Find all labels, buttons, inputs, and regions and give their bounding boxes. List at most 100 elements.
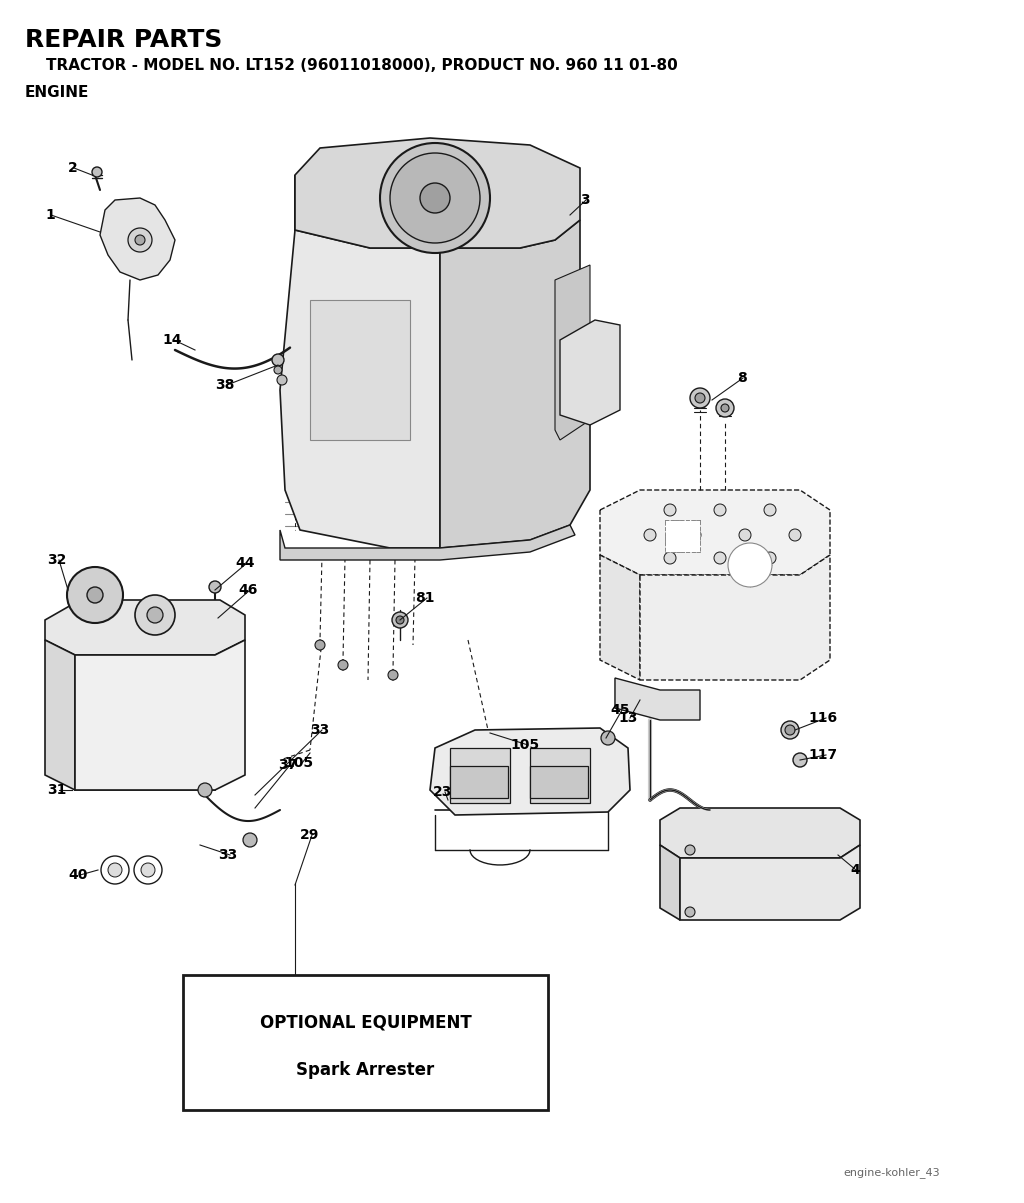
Circle shape (785, 725, 795, 735)
Text: 40: 40 (68, 869, 87, 882)
Circle shape (781, 721, 799, 739)
Text: ENGINE: ENGINE (25, 85, 89, 100)
Circle shape (108, 863, 122, 877)
Circle shape (209, 581, 221, 593)
Bar (310, 300, 410, 440)
Circle shape (420, 183, 450, 213)
Text: 1: 1 (45, 208, 54, 223)
Circle shape (274, 366, 282, 374)
Text: 23: 23 (433, 786, 453, 799)
Text: 33: 33 (310, 723, 330, 737)
Polygon shape (280, 174, 440, 549)
Polygon shape (660, 808, 860, 858)
Circle shape (685, 907, 695, 917)
Circle shape (690, 389, 710, 408)
Text: 44: 44 (234, 556, 255, 570)
Polygon shape (430, 728, 630, 814)
Circle shape (147, 608, 163, 623)
Text: 105: 105 (284, 755, 313, 770)
Bar (450, 748, 510, 802)
Text: 37: 37 (278, 758, 297, 772)
Polygon shape (680, 845, 860, 920)
Polygon shape (600, 490, 830, 575)
Circle shape (716, 399, 734, 417)
Polygon shape (560, 320, 620, 425)
Circle shape (67, 567, 123, 623)
Text: 33: 33 (218, 848, 238, 863)
Circle shape (685, 845, 695, 855)
Polygon shape (100, 198, 175, 280)
Circle shape (793, 753, 807, 768)
Circle shape (714, 504, 726, 516)
Polygon shape (555, 265, 590, 440)
Text: 105: 105 (510, 737, 539, 752)
Circle shape (728, 543, 772, 587)
Polygon shape (660, 845, 680, 920)
Text: 116: 116 (808, 711, 838, 725)
Text: 81: 81 (415, 591, 434, 605)
Circle shape (644, 529, 656, 541)
Circle shape (392, 612, 408, 628)
Circle shape (714, 552, 726, 564)
Text: 31: 31 (47, 783, 67, 798)
Circle shape (388, 670, 398, 680)
Text: 29: 29 (300, 828, 319, 842)
Circle shape (764, 504, 776, 516)
Text: 14: 14 (162, 333, 181, 346)
Text: 8: 8 (737, 371, 746, 385)
Text: 13: 13 (618, 711, 637, 725)
Circle shape (87, 587, 103, 603)
Polygon shape (280, 525, 575, 561)
Text: 32: 32 (47, 553, 67, 567)
Bar (450, 766, 508, 798)
Circle shape (396, 616, 404, 624)
Circle shape (601, 731, 615, 745)
Text: 45: 45 (610, 703, 630, 717)
Circle shape (338, 660, 348, 670)
Polygon shape (640, 555, 830, 680)
Text: 4: 4 (850, 863, 860, 877)
Text: Spark Arrester: Spark Arrester (296, 1061, 434, 1079)
Circle shape (664, 504, 676, 516)
Bar (530, 766, 588, 798)
Circle shape (664, 552, 676, 564)
Circle shape (101, 857, 129, 884)
Bar (530, 748, 590, 802)
Circle shape (92, 167, 102, 177)
Polygon shape (615, 678, 700, 721)
Circle shape (141, 863, 155, 877)
Circle shape (695, 393, 705, 403)
Text: 38: 38 (215, 378, 234, 392)
Circle shape (134, 857, 162, 884)
Text: 117: 117 (808, 748, 838, 761)
Circle shape (278, 375, 287, 385)
Circle shape (739, 529, 751, 541)
Circle shape (198, 783, 212, 798)
Polygon shape (45, 600, 245, 654)
Text: 46: 46 (238, 583, 257, 597)
Polygon shape (600, 555, 640, 680)
Polygon shape (75, 640, 245, 790)
Circle shape (721, 404, 729, 411)
Polygon shape (295, 138, 580, 248)
Polygon shape (45, 640, 75, 790)
Text: OPTIONAL EQUIPMENT: OPTIONAL EQUIPMENT (260, 1014, 471, 1032)
Circle shape (135, 235, 145, 245)
Circle shape (128, 229, 152, 251)
Circle shape (790, 529, 801, 541)
Text: engine-kohler_43: engine-kohler_43 (844, 1167, 940, 1178)
Polygon shape (440, 220, 590, 549)
Polygon shape (665, 520, 700, 552)
Circle shape (315, 640, 325, 650)
Circle shape (764, 552, 776, 564)
Text: 3: 3 (580, 192, 590, 207)
Circle shape (380, 143, 490, 253)
Bar (183, 974, 548, 1110)
Text: REPAIR PARTS: REPAIR PARTS (25, 28, 222, 52)
Circle shape (390, 153, 480, 243)
Circle shape (689, 529, 701, 541)
Text: 2: 2 (68, 161, 78, 174)
Text: TRACTOR - MODEL NO. LT152 (96011018000), PRODUCT NO. 960 11 01-80: TRACTOR - MODEL NO. LT152 (96011018000),… (25, 58, 678, 73)
Circle shape (243, 832, 257, 847)
Circle shape (135, 595, 175, 635)
